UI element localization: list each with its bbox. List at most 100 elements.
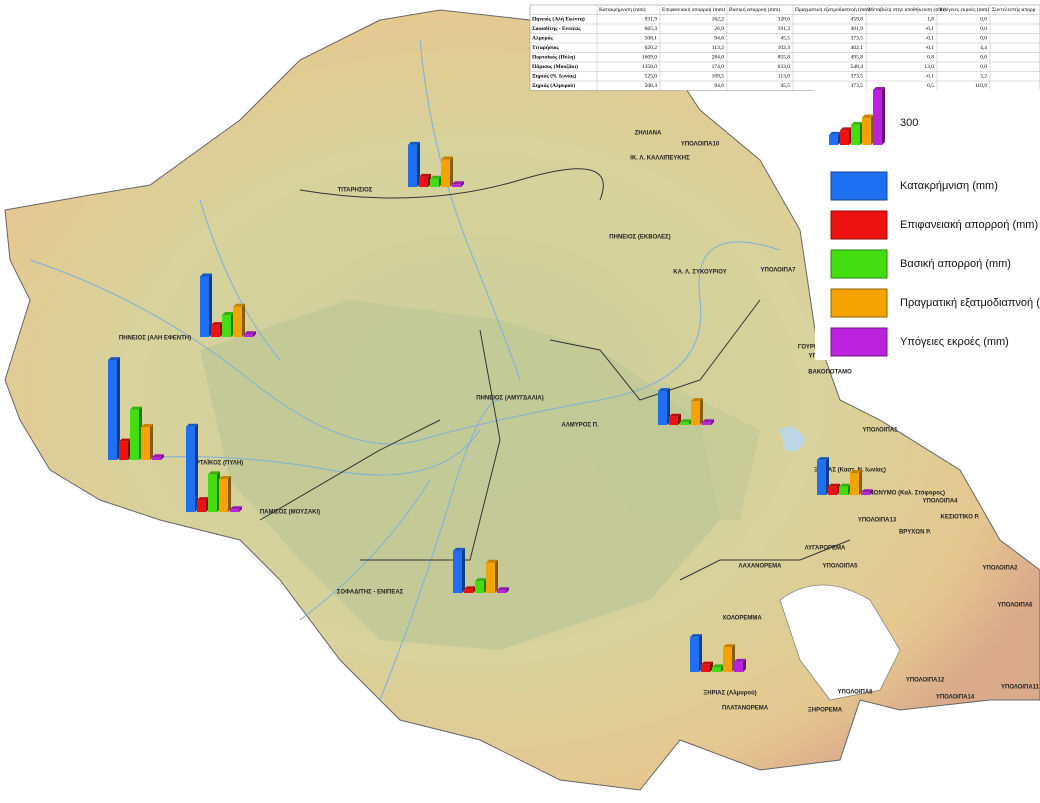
mini-chart — [200, 273, 256, 337]
bar-side — [667, 388, 670, 425]
region-label: ΒΡΥΧΩΝ Ρ. — [899, 530, 931, 536]
region-label: ΛΑΧΑΝΟΡΕΜΑ — [738, 564, 782, 570]
bar-side — [859, 470, 862, 495]
bar-top — [690, 634, 702, 638]
table-cell: -0,1 — [925, 26, 934, 32]
region-labels: ΖΗΛΙΑΝΑ ΥΠΟΛΟΙΠΑ10 ΙΚ. Λ. ΚΑΛΛΙΠΕΥΚΗΣ ΤΙΤΑΡ… — [119, 131, 1040, 714]
table-cell: 191,3 — [778, 26, 791, 32]
region-label: ΤΙΤΑΡΗΣΙΟΣ — [338, 188, 373, 194]
table-cell: 0,0 — [980, 55, 987, 61]
bar-top — [208, 471, 220, 475]
bar — [817, 460, 826, 495]
bar-side — [242, 303, 245, 337]
region-label: ΞΗΡΙΑΣ (Αλμυρού) — [703, 691, 756, 697]
region-label: ΠΗΝΕΙΟΣ (ΑΛΗ ΕΦΕΝΤΗ) — [119, 336, 191, 342]
table-cell: -0,1 — [925, 36, 934, 42]
bar — [702, 422, 711, 425]
region-label: ΠΟΡΤΑΪΚΟΣ (ΠΥΛΗ) — [187, 460, 243, 467]
bar — [680, 422, 689, 425]
legend-swatch — [830, 327, 888, 357]
bar-top — [419, 173, 431, 177]
bar-top — [873, 87, 885, 90]
bar-side — [195, 423, 198, 512]
table-header: Κατακρήμνιση (mm) — [599, 6, 646, 13]
bar — [208, 474, 217, 512]
bar-top — [230, 506, 242, 510]
bar — [734, 661, 743, 672]
bar-top — [219, 476, 231, 479]
legend-label: Υπόγειες εκροές (mm) — [900, 336, 1009, 348]
bar-side — [495, 559, 498, 593]
table-header: Υπόγειες εκροές (mm) — [939, 6, 989, 13]
bar-side — [117, 357, 120, 460]
table-cell: -0,1 — [925, 74, 934, 80]
region-label: ΠΗΝΕΙΟΣ (ΑΜΥΓΔΑΛΙΑ) — [476, 396, 544, 402]
table-cell: 26,9 — [714, 26, 724, 32]
bar — [244, 334, 253, 337]
table-bg — [529, 4, 1040, 91]
bar-side — [870, 489, 873, 495]
legend-swatch — [830, 288, 888, 318]
table-cell: 0,0 — [980, 36, 987, 42]
table-header: Μεταβολή στην αποθήκευση (mm) — [868, 6, 946, 13]
bar — [691, 401, 700, 425]
bar — [233, 306, 242, 337]
table-cell: 402,1 — [851, 45, 864, 51]
bar-top — [141, 424, 153, 427]
rivers — [29, 39, 781, 701]
bar — [840, 130, 849, 145]
bar-top — [817, 457, 829, 461]
bar — [230, 509, 239, 512]
table-cell: 13,0 — [924, 64, 934, 70]
bar-top — [244, 331, 256, 335]
region-label: ΖΗΛΙΑΝΑ — [635, 131, 662, 137]
mini-chart — [817, 457, 873, 495]
bar — [441, 159, 450, 187]
bar-top — [222, 312, 234, 315]
table-header: Επιφανειακή απορροή (mm) — [662, 6, 725, 13]
table-row-name: Πηνειός (Αλή Εφέντη) — [532, 15, 585, 23]
region-label: ΠΑΜΙΣΟΣ (ΜΟΥΖΑΚΙ) — [260, 510, 320, 516]
table-cell: 94,6 — [714, 36, 724, 42]
table-cell: 665,3 — [645, 26, 658, 32]
bar-top — [828, 483, 840, 487]
bar-side — [461, 181, 464, 187]
table-cell: 459,8 — [851, 17, 864, 23]
bar — [200, 276, 209, 337]
mini-chart — [453, 547, 509, 593]
table-cell: 633,0 — [778, 64, 791, 70]
sub-basin-borders — [259, 168, 851, 581]
river — [119, 429, 481, 476]
legend-swatch — [830, 171, 888, 201]
border — [679, 539, 851, 581]
bar-side — [826, 457, 829, 495]
bar — [690, 637, 699, 672]
legend-label: Κατακρήμνιση (mm) — [900, 180, 998, 192]
bar-top — [862, 114, 874, 118]
river — [379, 399, 501, 701]
border — [360, 329, 501, 561]
table-row-name: Σοφαδίτης - Ενιπέας — [532, 24, 581, 32]
region-label: ΧΟΛΟΡΕΜΜΑ — [722, 616, 762, 622]
bar-top — [152, 454, 164, 458]
river — [299, 479, 431, 621]
table-cell: 328,6 — [778, 17, 791, 23]
river — [199, 199, 281, 361]
legend-label: Βασική απορροή (mm) — [900, 258, 1011, 270]
border — [299, 168, 604, 201]
table-cell: 102,3 — [778, 45, 791, 51]
region-label: ΥΠΟΛΟΙΠΑ4 — [922, 499, 958, 505]
bar — [712, 667, 721, 672]
bar — [669, 416, 678, 425]
legend-swatch — [830, 249, 888, 279]
legend-swatch — [830, 210, 888, 240]
river — [29, 241, 781, 445]
bar — [486, 562, 495, 593]
bar — [861, 492, 870, 495]
table-cell: 373,5 — [851, 36, 864, 42]
lake — [780, 426, 805, 452]
bar-side — [209, 273, 212, 337]
bar — [408, 144, 417, 187]
